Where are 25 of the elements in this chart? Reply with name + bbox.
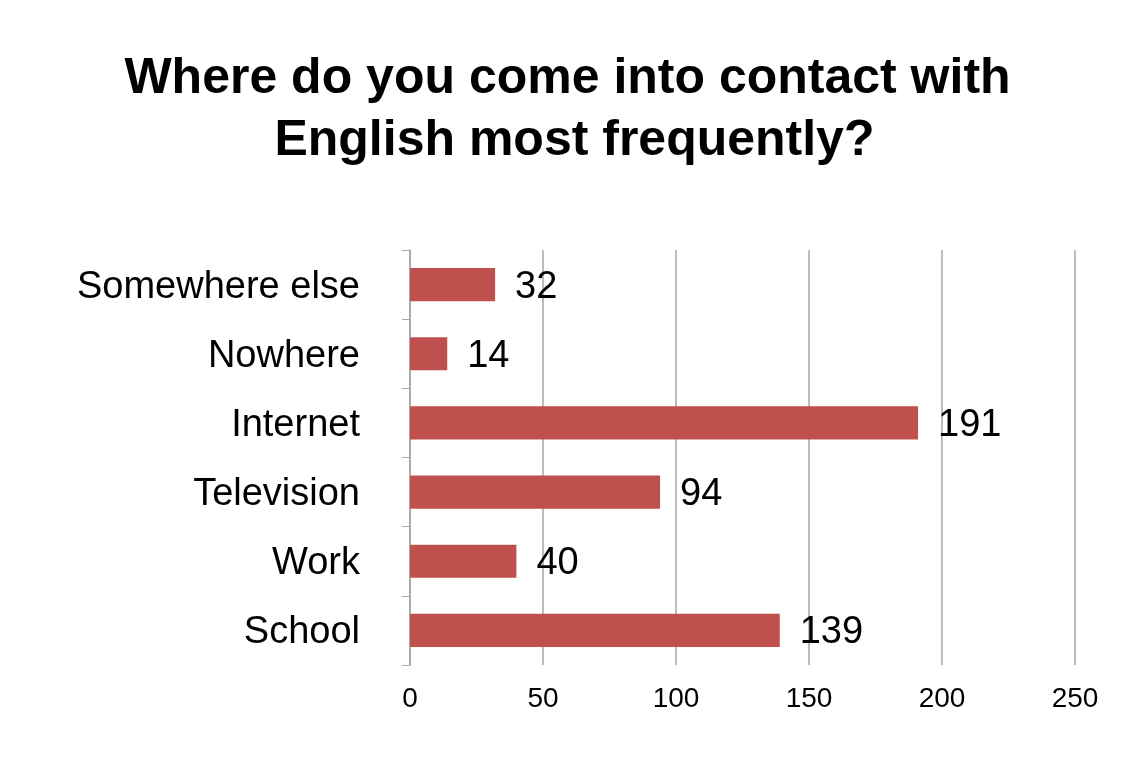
data-label: 139 bbox=[799, 609, 864, 652]
y-tick-label: Somewhere else bbox=[76, 263, 360, 306]
data-label: 32 bbox=[515, 263, 558, 306]
x-tick-label: 250 bbox=[1051, 681, 1099, 713]
y-tick-label: Television bbox=[193, 471, 360, 514]
x-tick-label: 100 bbox=[652, 681, 700, 713]
y-tick-label: Nowhere bbox=[207, 332, 360, 375]
x-tick-label: 200 bbox=[918, 681, 966, 713]
y-tick-label: Internet bbox=[231, 401, 361, 444]
data-label: 191 bbox=[938, 401, 1002, 444]
bar bbox=[410, 337, 448, 371]
data-label: 40 bbox=[536, 540, 579, 583]
y-tick-label: Work bbox=[272, 540, 361, 583]
bar bbox=[410, 475, 661, 509]
bar bbox=[410, 406, 919, 440]
bar bbox=[410, 267, 496, 302]
chart-title: Where do you come into contact with English most frequently? bbox=[124, 48, 1011, 166]
y-tick-label: School bbox=[243, 609, 360, 652]
x-tick-label: 150 bbox=[785, 681, 833, 713]
bar bbox=[410, 613, 780, 648]
x-tick-label: 0 bbox=[402, 681, 418, 713]
x-tick-label: 50 bbox=[527, 681, 559, 713]
bar bbox=[410, 544, 517, 578]
data-label: 14 bbox=[467, 332, 510, 375]
data-label: 94 bbox=[680, 471, 723, 514]
